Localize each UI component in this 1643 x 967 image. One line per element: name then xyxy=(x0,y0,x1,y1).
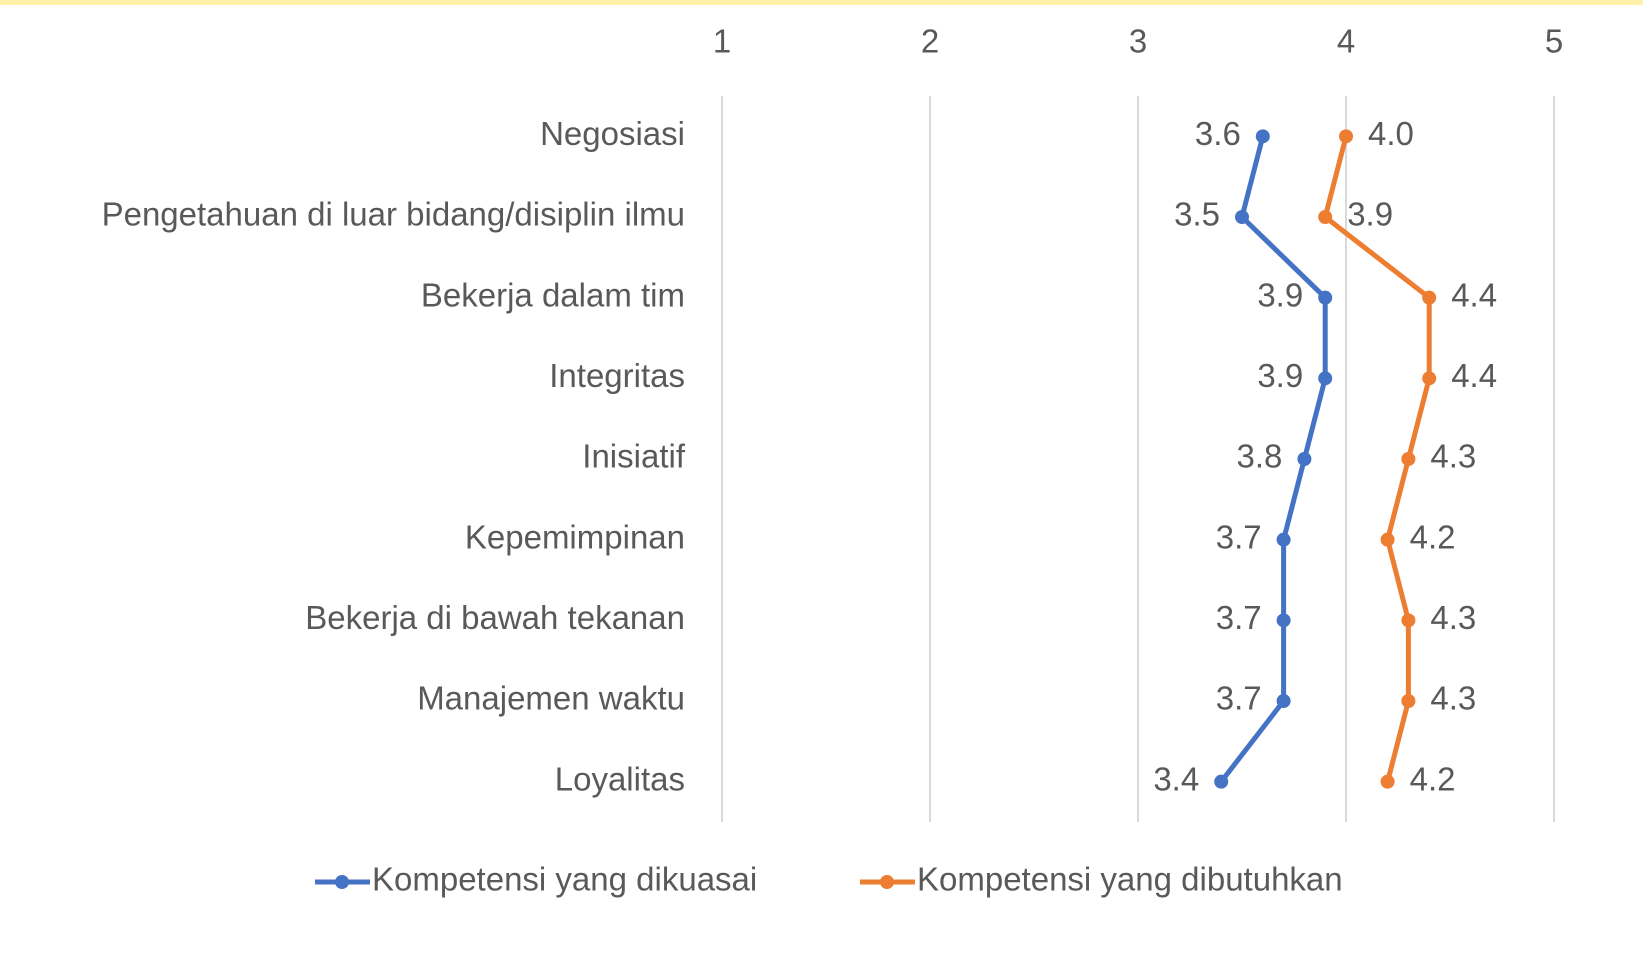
data-point xyxy=(1255,129,1270,144)
data-label: 3.9 xyxy=(1257,357,1303,394)
data-point xyxy=(1380,532,1395,547)
data-point xyxy=(1380,774,1395,789)
y-tick-label: Loyalitas xyxy=(555,760,685,797)
data-point xyxy=(1422,290,1437,305)
data-label: 3.5 xyxy=(1174,196,1220,233)
data-point xyxy=(1339,129,1353,144)
y-tick-label: Manajemen waktu xyxy=(417,680,685,717)
data-point xyxy=(1297,452,1312,466)
data-label: 3.4 xyxy=(1153,760,1199,797)
data-point xyxy=(1401,613,1416,628)
data-label: 4.0 xyxy=(1368,115,1414,152)
x-tick-label: 3 xyxy=(1129,23,1147,60)
x-tick-label: 5 xyxy=(1545,23,1563,60)
data-label: 3.7 xyxy=(1216,599,1262,636)
data-label: 3.7 xyxy=(1216,518,1262,555)
data-point xyxy=(1235,210,1249,224)
data-point xyxy=(1276,613,1291,628)
data-label: 4.4 xyxy=(1451,276,1497,313)
y-tick-label: Pengetahuan di luar bidang/disiplin ilmu xyxy=(102,196,685,233)
top-strip xyxy=(0,0,1643,5)
data-point xyxy=(1276,532,1291,547)
y-tick-label: Bekerja dalam tim xyxy=(421,276,685,313)
x-tick-label: 1 xyxy=(713,23,731,60)
data-point xyxy=(1422,371,1437,386)
y-tick-label: Negosiasi xyxy=(540,115,685,152)
data-label: 4.2 xyxy=(1410,760,1456,797)
y-tick-label: Bekerja di bawah tekanan xyxy=(305,599,685,636)
legend-label: Kompetensi yang dibutuhkan xyxy=(917,861,1343,898)
data-point xyxy=(1318,290,1333,305)
data-label: 4.3 xyxy=(1430,438,1476,475)
data-label: 3.8 xyxy=(1237,438,1283,475)
data-label: 4.3 xyxy=(1430,680,1476,717)
y-tick-label: Integritas xyxy=(549,357,685,394)
x-tick-label: 2 xyxy=(921,23,939,60)
legend-label: Kompetensi yang dikuasai xyxy=(372,861,757,898)
data-point xyxy=(1401,452,1416,466)
data-point xyxy=(1318,371,1333,386)
data-label: 3.9 xyxy=(1257,276,1303,313)
data-point xyxy=(1401,694,1416,708)
x-tick-label: 4 xyxy=(1337,23,1355,60)
data-label: 4.4 xyxy=(1451,357,1497,394)
data-point xyxy=(1318,210,1333,224)
legend-marker xyxy=(335,875,349,889)
data-label: 3.7 xyxy=(1216,680,1262,717)
data-point xyxy=(1214,774,1229,789)
legend-marker xyxy=(880,875,894,889)
y-tick-label: Inisiatif xyxy=(582,438,686,475)
data-label: 4.3 xyxy=(1430,599,1476,636)
y-tick-label: Kepemimpinan xyxy=(465,518,685,555)
data-label: 4.2 xyxy=(1410,518,1456,555)
data-point xyxy=(1276,694,1291,708)
data-label: 3.9 xyxy=(1347,196,1393,233)
data-label: 3.6 xyxy=(1195,115,1241,152)
